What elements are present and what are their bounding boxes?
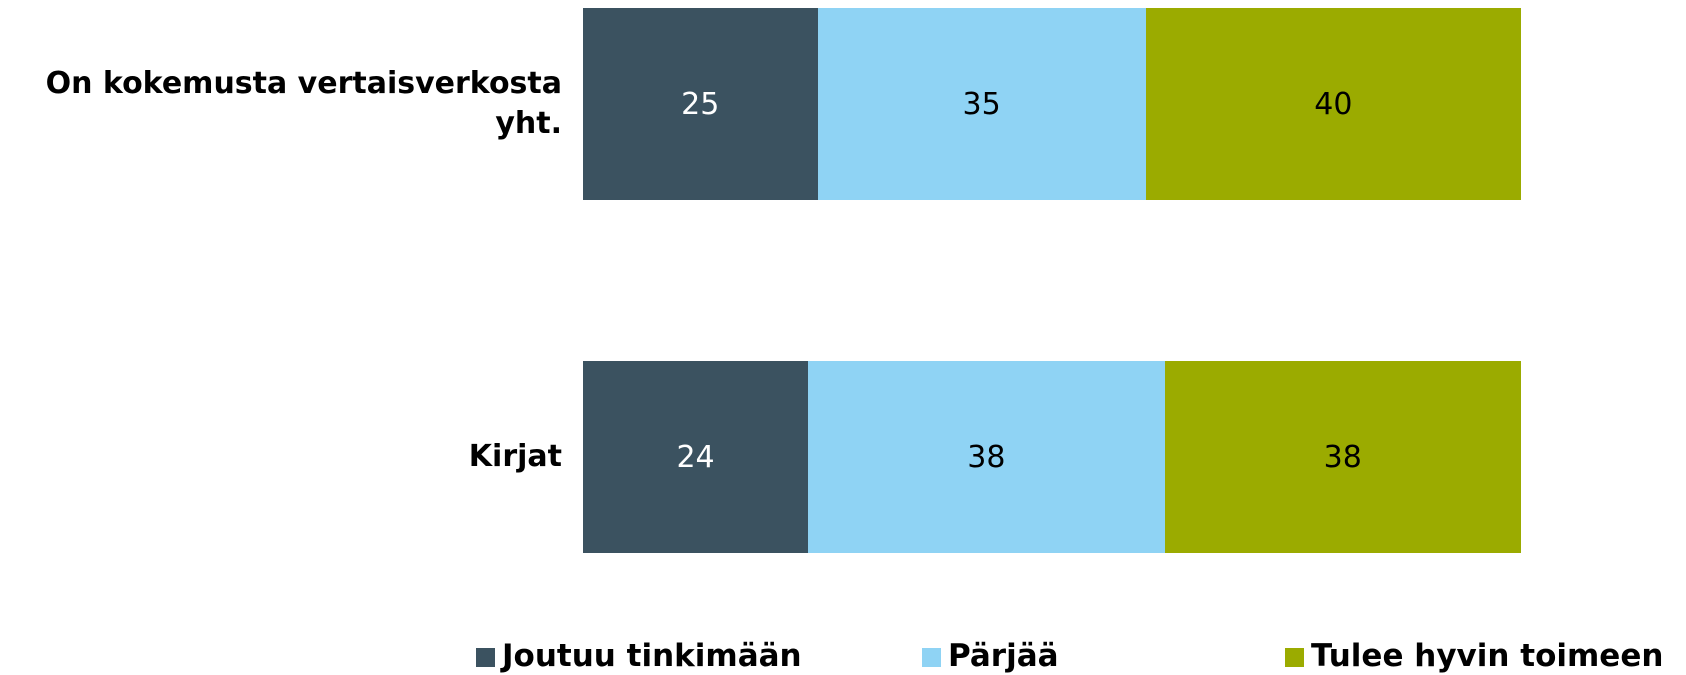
data-label: 38 [1323, 439, 1362, 475]
data-label: 38 [967, 439, 1006, 475]
category-label: Kirjat [468, 439, 562, 474]
bar-segment: 24 [583, 361, 809, 553]
bar-segment: 35 [817, 8, 1146, 200]
legend-label: Joutuu tinkimään [502, 638, 802, 674]
bar-segment: 38 [1164, 361, 1521, 553]
bar-segment: 38 [808, 361, 1165, 553]
legend-swatch [1285, 648, 1304, 667]
data-label: 25 [681, 86, 720, 122]
category-label: On kokemusta vertaisverkosta yht. [45, 66, 562, 141]
data-label: 35 [962, 86, 1001, 122]
data-label: 40 [1314, 86, 1353, 122]
legend-label: Tulee hyvin toimeen [1311, 638, 1664, 674]
legend-swatch [922, 648, 941, 667]
bar-segment: 40 [1145, 8, 1521, 200]
data-label: 24 [676, 439, 715, 475]
legend-swatch [476, 648, 495, 667]
legend-label: Pärjää [948, 638, 1059, 674]
bar-segment: 25 [583, 8, 818, 200]
